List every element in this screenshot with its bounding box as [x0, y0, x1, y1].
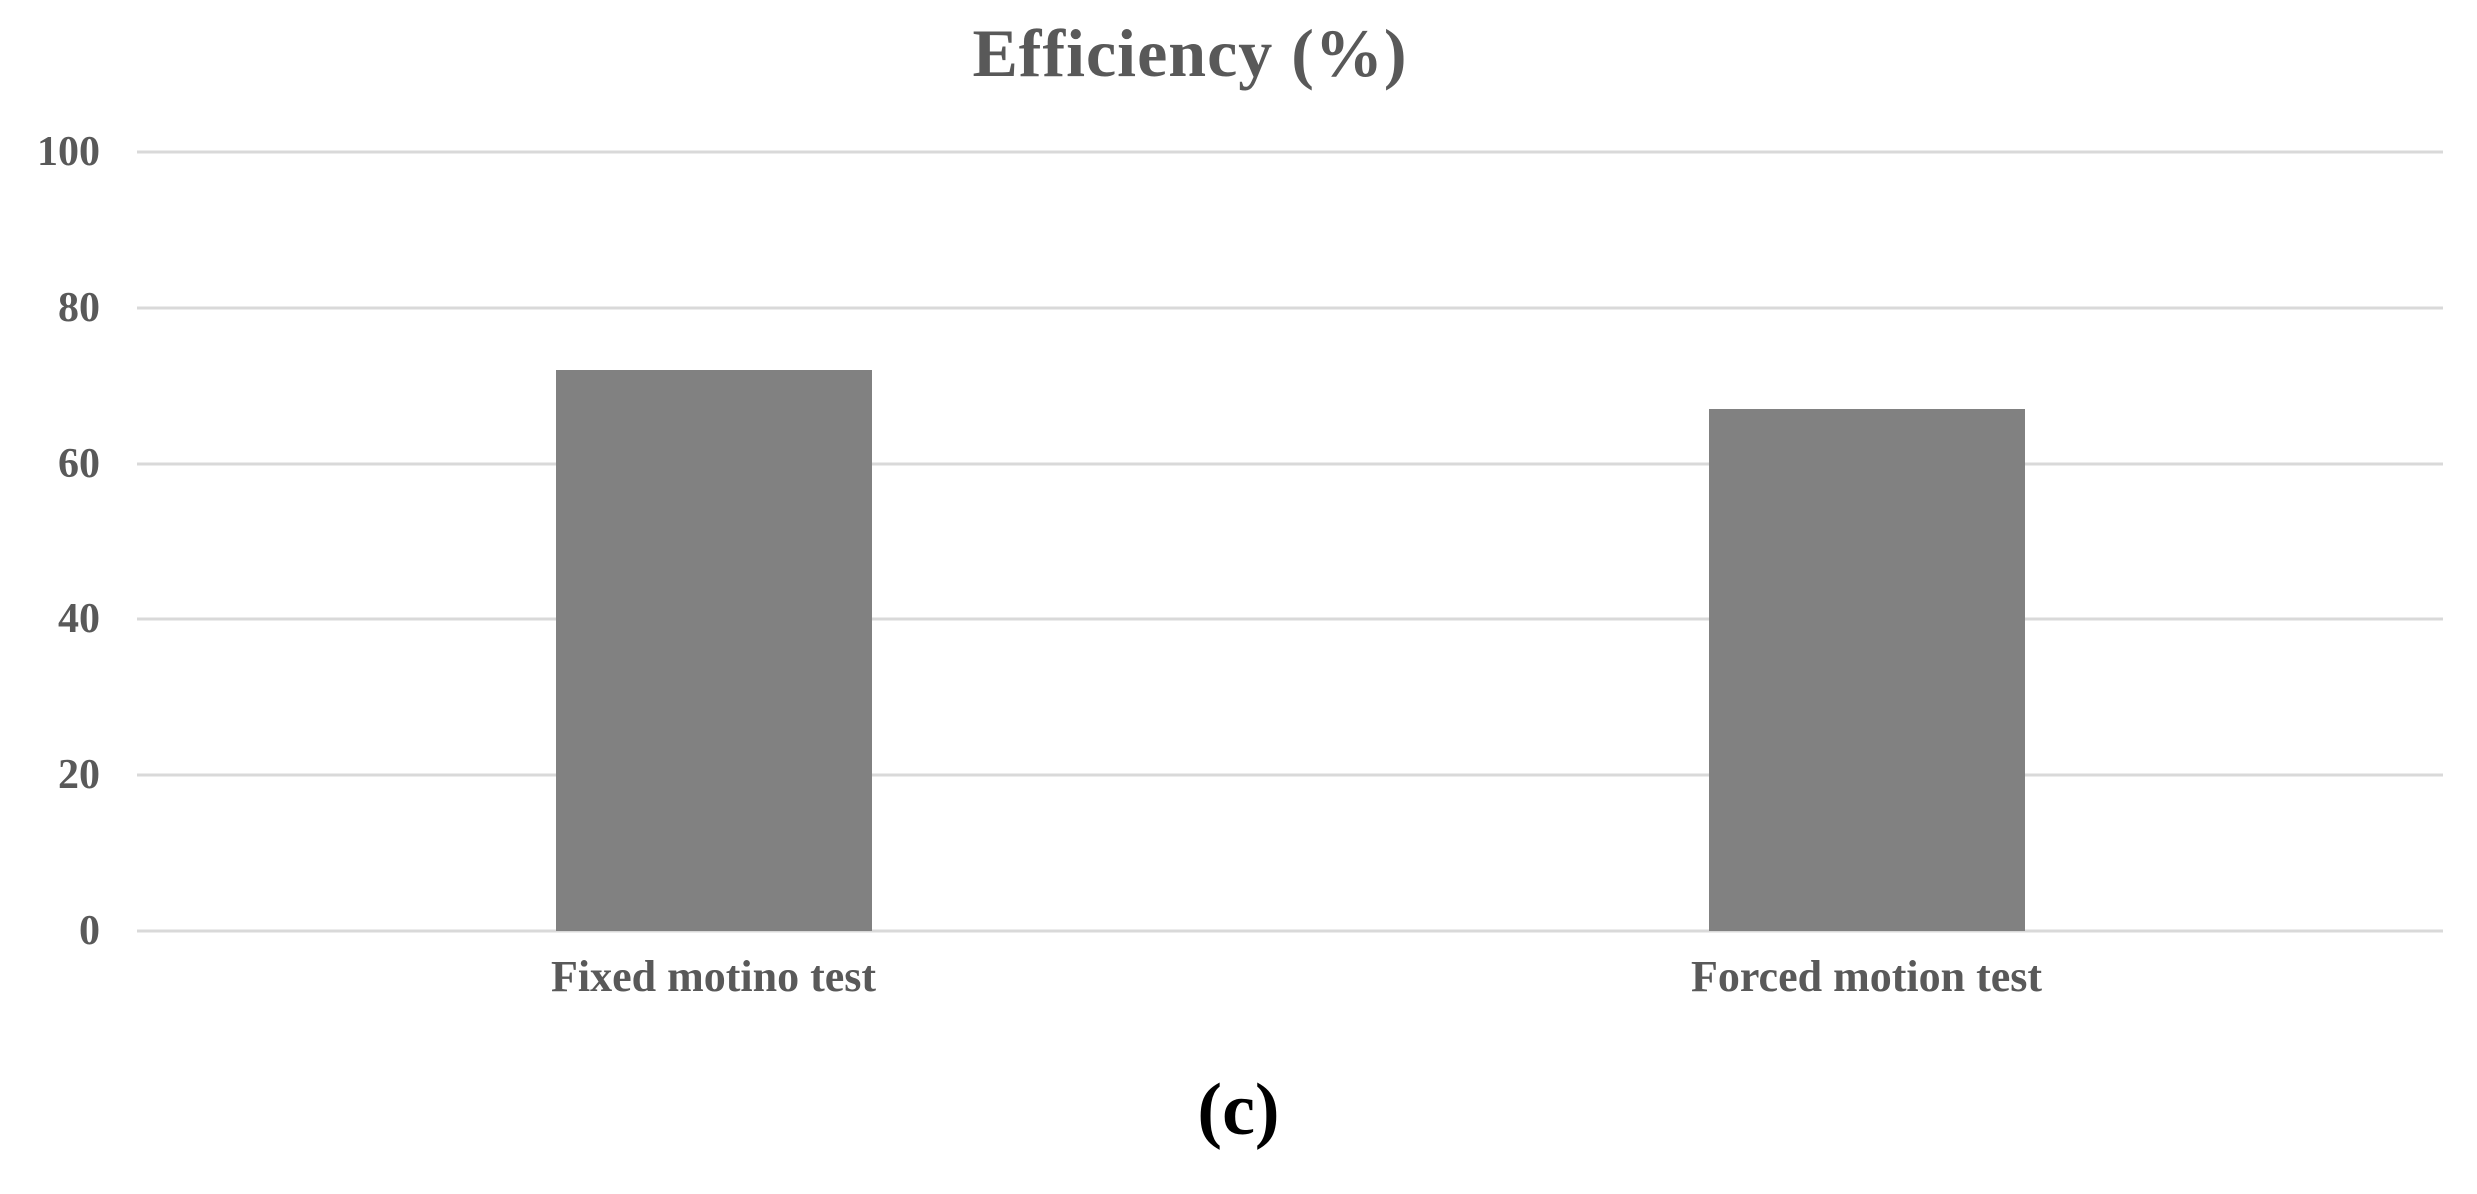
gridline: [137, 929, 2443, 933]
category-slot: [137, 152, 1290, 931]
chart-title: Efficiency (%): [972, 15, 1408, 91]
category-label: Fixed motino test: [550, 952, 877, 1001]
plot-area: [137, 150, 2443, 933]
y-tick-label: 40: [58, 596, 100, 643]
gridline: [137, 773, 2443, 777]
figure-caption: (c): [1197, 1069, 1280, 1151]
y-tick-label: 100: [37, 129, 100, 175]
y-tick-label: 0: [79, 908, 100, 954]
y-tick-label: 80: [58, 284, 100, 331]
x-axis-labels: Fixed motino test Forced motion test: [137, 952, 2443, 1003]
gridline: [137, 462, 2443, 466]
category-slot: [1290, 152, 2443, 931]
bar-2: [1708, 409, 2025, 931]
bars-row: [137, 152, 2443, 931]
gridline: [137, 306, 2443, 310]
bar-1: [555, 370, 872, 931]
gridline: [137, 150, 2443, 154]
y-axis: 0 20 40 60 80 100: [0, 131, 100, 952]
y-tick-label: 60: [58, 440, 100, 487]
gridline: [137, 617, 2443, 621]
category-label: Forced motion test: [1690, 952, 2043, 1001]
y-tick-label: 20: [58, 752, 100, 799]
